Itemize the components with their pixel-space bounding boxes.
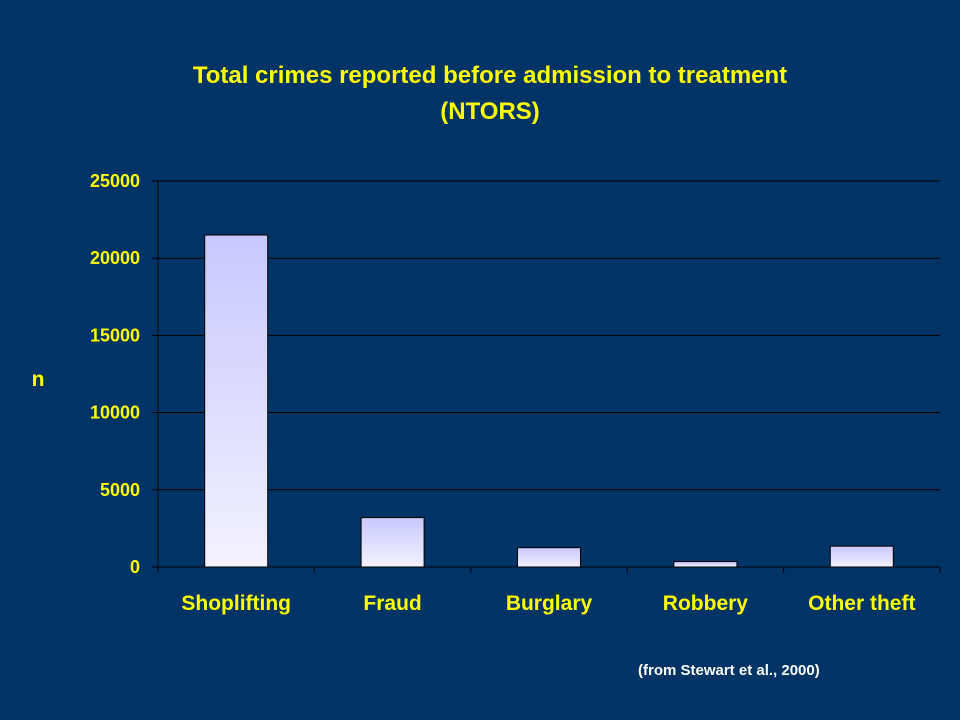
y-tick-label: 20000: [90, 248, 140, 268]
bars: [204, 234, 894, 568]
x-tick-label: Robbery: [663, 592, 749, 615]
y-axis-label: n: [32, 368, 45, 391]
y-tick-label: 10000: [90, 403, 140, 423]
bar-fraud: [360, 517, 425, 568]
axes: [152, 180, 941, 573]
source-citation: (from Stewart et al., 2000): [638, 662, 820, 679]
chart-title: Total crimes reported before admission t…: [60, 58, 920, 130]
y-tick-label: 0: [130, 557, 140, 577]
bar-other-theft: [829, 545, 894, 568]
x-tick-labels: Shoplifting Fraud Burglary Robbery Other the…: [181, 592, 915, 615]
y-tick-label: 5000: [100, 480, 140, 500]
gridlines: [158, 180, 940, 491]
y-tick-label: 15000: [90, 325, 140, 345]
x-tick-label: Other theft: [808, 592, 915, 615]
bar-shoplifting: [204, 234, 269, 568]
bar-burglary: [517, 547, 581, 568]
chart-title-line-2: (NTORS): [440, 98, 540, 125]
x-tick-label: Burglary: [506, 592, 593, 615]
x-tick-label: Shoplifting: [181, 592, 291, 615]
bar-robbery: [673, 561, 738, 568]
y-tick-labels: 0 5000 10000 15000 20000 25000: [90, 171, 140, 577]
x-tick-label: Fraud: [363, 592, 421, 615]
y-tick-label: 25000: [90, 171, 140, 191]
chart-title-line-1: Total crimes reported before admission t…: [192, 62, 788, 89]
